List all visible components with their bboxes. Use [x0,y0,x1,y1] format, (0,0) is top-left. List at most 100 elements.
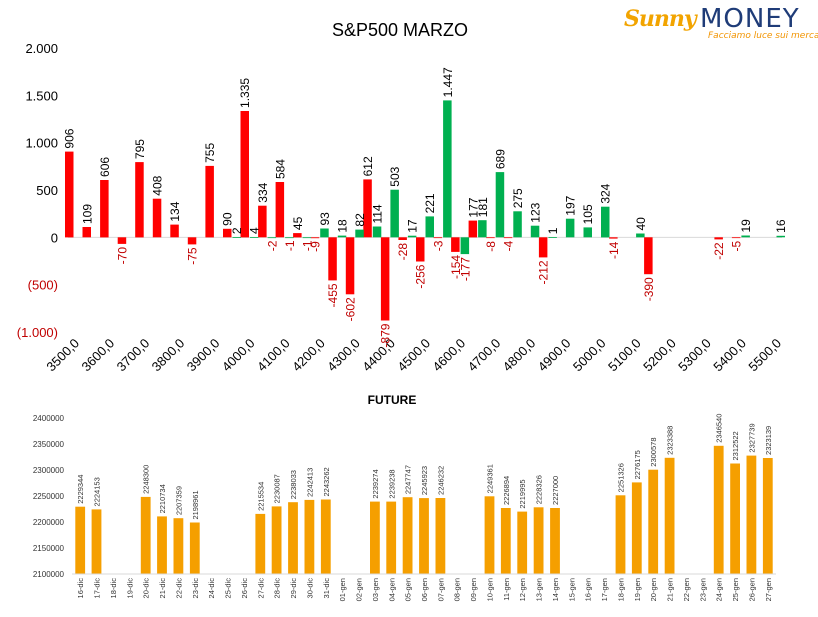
bar-value-label: 93 [318,212,332,226]
red-bar [468,220,478,238]
future-date-label: 06-gen [420,578,429,601]
x-tick-label: 5400,0 [710,336,749,375]
future-value-label: 2239274 [371,469,380,498]
bar-value-label: -154 [449,255,463,279]
future-y-tick-label: 2200000 [33,518,65,527]
bar-value-label: 16 [774,219,788,233]
future-value-label: 2251326 [616,463,625,492]
future-date-label: 01-gen [338,578,347,601]
future-value-label: 2228326 [535,475,544,504]
y-tick-label: (500) [28,278,58,293]
future-y-tick-label: 2250000 [33,492,65,501]
bar-value-label: 795 [133,139,147,159]
future-bar [320,499,331,574]
green-bar [390,189,399,238]
red-bar [345,237,355,295]
green-bar [232,237,241,238]
bar-value-label: -602 [344,297,358,321]
x-tick-label: 4200,0 [289,336,328,375]
future-value-label: 2242413 [305,468,314,497]
red-bar [451,237,460,252]
red-bar [486,237,495,239]
bar-value-label: 1 [546,227,560,234]
red-bar [398,237,407,240]
bar-value-label: 45 [291,216,305,230]
bar-value-label: 2 [230,227,244,234]
bar-value-label: 109 [80,204,94,224]
future-date-label: 29-dic [289,578,298,599]
red-bar [100,180,109,238]
red-bar [609,237,618,239]
future-date-label: 12-gen [518,578,527,601]
future-date-label: 19-gen [633,578,642,601]
red-bar [135,162,144,238]
bar-value-label: 123 [529,202,543,222]
chart-title: S&P500 MARZO [332,20,468,40]
future-value-label: 2300578 [649,437,658,466]
bar-value-label: -212 [537,260,551,284]
future-value-label: 2198961 [191,490,200,519]
future-bar [762,458,773,574]
red-bar [503,237,513,239]
future-date-label: 15-gen [567,578,576,601]
future-date-label: 31-dic [322,578,331,599]
future-date-label: 22-gen [682,578,691,601]
future-bar [746,455,757,574]
x-tick-label: 5300,0 [675,336,714,375]
future-date-label: 21-dic [158,578,167,599]
sunny-money-logo: Sunny MONEY Facciamo luce sui mercati [622,4,818,44]
y-tick-label: 2.000 [25,41,58,56]
green-bar [460,237,470,255]
future-date-label: 26-gen [747,578,756,601]
y-tick-label: 0 [51,230,58,245]
future-value-label: 2327739 [747,423,756,452]
x-tick-label: 3600,0 [78,336,117,375]
bar-value-label: -4 [502,240,516,251]
future-date-label: 07-gen [436,578,445,601]
x-tick-label: 3500,0 [43,336,82,375]
future-bar [648,469,659,574]
future-date-label: 02-gen [355,578,364,601]
future-date-label: 20-gen [649,578,658,601]
y-tick-label: 1.000 [25,136,58,151]
future-value-label: 2238033 [289,470,298,499]
future-date-label: 24-gen [715,578,724,601]
bar-value-label: -9 [308,241,322,252]
future-date-label: 21-gen [666,578,675,601]
future-bar [517,511,528,574]
future-bar [157,516,167,574]
bar-value-label: -28 [396,243,410,261]
future-bar [402,497,413,574]
green-bar [583,227,592,238]
future-value-label: 2245923 [420,466,429,495]
green-bar [320,228,329,238]
green-bar [337,235,347,238]
future-y-tick-label: 2350000 [33,440,65,449]
x-tick-label: 4800,0 [500,336,539,375]
bar-value-label: 19 [739,219,753,233]
bar-value-label: 324 [599,183,613,203]
future-value-label: 2323388 [666,426,675,455]
future-bar [419,498,429,574]
future-date-label: 13-gen [535,578,544,601]
bar-value-label: -1 [300,240,314,251]
future-date-label: 17-gen [600,578,609,601]
future-date-label: 16-gen [584,578,593,601]
red-bar [380,237,390,321]
x-tick-label: 5500,0 [745,336,784,375]
future-bar [713,445,724,574]
future-value-label: 2207359 [174,486,183,515]
bar-value-label: -75 [186,247,200,265]
x-tick-label: 3700,0 [114,336,153,375]
future-date-label: 25-dic [224,578,233,599]
bar-value-label: -879 [379,323,393,347]
future-bar [615,495,626,574]
future-date-label: 04-gen [387,578,396,601]
bar-value-label: 4 [248,227,262,234]
red-bar [275,182,285,238]
future-date-label: 09-gen [469,578,478,601]
red-bar [117,237,127,244]
red-bar [328,237,337,281]
bar-value-label: 1.447 [441,67,455,97]
bar-value-label: -22 [712,242,726,260]
